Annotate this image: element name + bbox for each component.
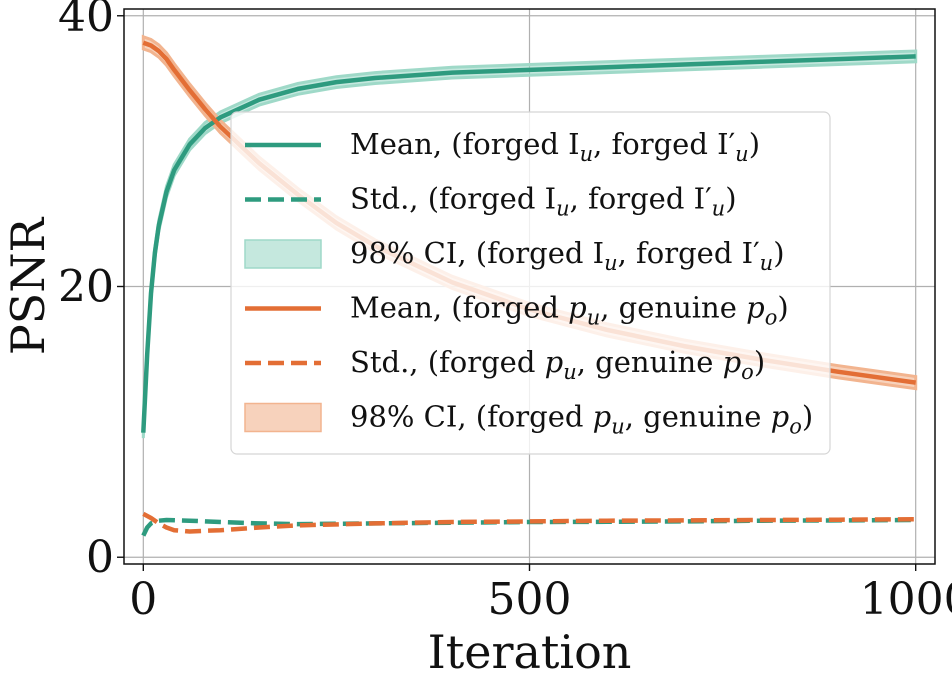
- legend-label: Std., (forged Iu, forged I′u): [350, 182, 737, 221]
- y-tick-label: 40: [58, 0, 114, 42]
- x-tick-label: 0: [129, 574, 157, 625]
- legend-label: Mean, (forged pu, genuine po): [350, 291, 789, 330]
- legend-label: Mean, (forged Iu, forged I′u): [350, 127, 760, 166]
- legend-swatch: [244, 402, 322, 433]
- legend-label: Std., (forged pu, genuine po): [350, 345, 765, 384]
- y-axis-label: PSNR: [1, 216, 55, 355]
- y-tick-label: 20: [58, 262, 114, 313]
- legend-label: 98% CI, (forged Iu, forged I′u): [350, 236, 785, 275]
- legend-label: 98% CI, (forged pu, genuine po): [350, 400, 813, 439]
- ci-band: [141, 34, 918, 391]
- legend-swatch: [244, 239, 322, 269]
- legend: Mean, (forged Iu, forged I′u) Std., (forg…: [230, 111, 831, 455]
- mean-line: [141, 54, 916, 433]
- x-tick-label: 500: [488, 574, 572, 625]
- y-tick-label: 0: [86, 532, 114, 583]
- std-line: [142, 511, 916, 534]
- x-axis-label: Iteration: [428, 625, 632, 676]
- std-line: [141, 517, 916, 537]
- legend-box: [230, 111, 831, 455]
